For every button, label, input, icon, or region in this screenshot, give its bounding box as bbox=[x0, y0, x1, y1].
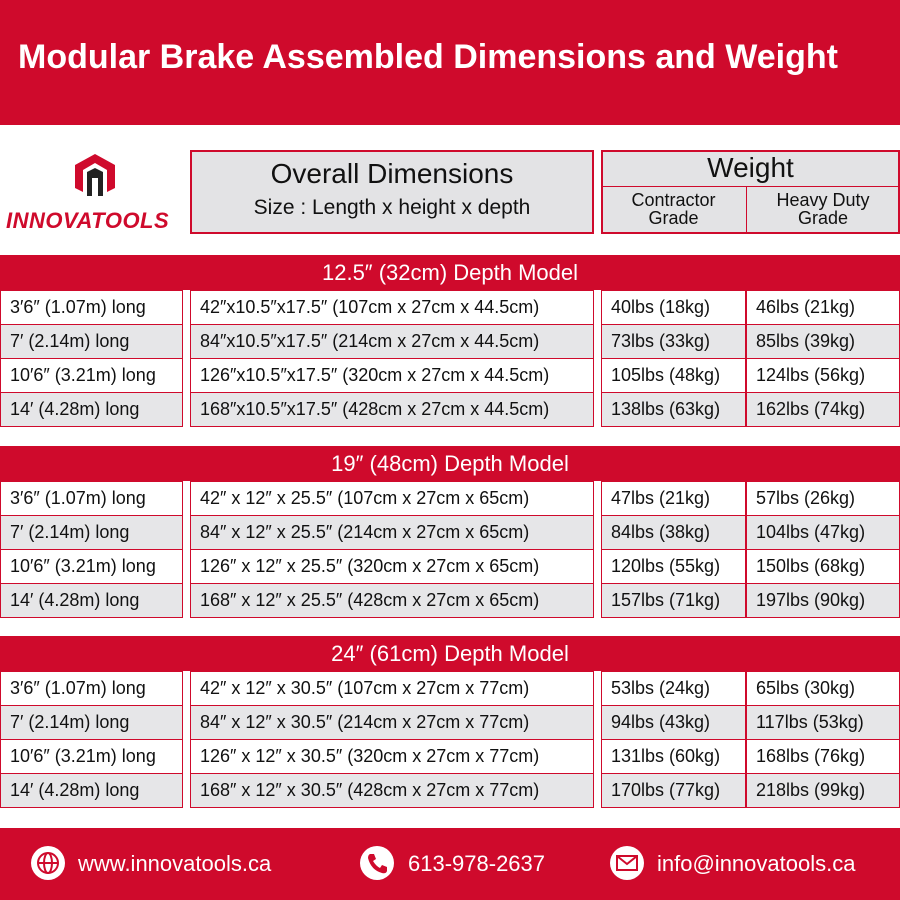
weight-column-heading: Contractor Grade bbox=[631, 190, 716, 228]
length-cell: 3′6″ (1.07m) long bbox=[0, 481, 183, 516]
dimension-cell: 126″x10.5″x17.5″ (320cm x 27cm x 44.5cm) bbox=[190, 358, 594, 393]
logo-text: INNOVATOOLS bbox=[6, 208, 170, 233]
dimension-cell: 42″ x 12″ x 25.5″ (107cm x 27cm x 65cm) bbox=[190, 481, 594, 516]
length-cell: 14′ (4.28m) long bbox=[0, 392, 183, 427]
contractor-weight-cell: 120lbs (55kg) bbox=[601, 549, 746, 584]
logo-icon bbox=[75, 154, 115, 196]
phone-icon bbox=[360, 846, 394, 880]
email-icon bbox=[610, 846, 644, 880]
header-banner bbox=[0, 0, 900, 125]
contractor-weight-cell: 131lbs (60kg) bbox=[601, 739, 746, 774]
contractor-weight-cell: 138lbs (63kg) bbox=[601, 392, 746, 427]
dimensions-heading: Overall Dimensions bbox=[270, 158, 514, 189]
contractor-weight-cell: 47lbs (21kg) bbox=[601, 481, 746, 516]
contractor-weight-cell: 53lbs (24kg) bbox=[601, 671, 746, 706]
divider bbox=[746, 186, 747, 234]
dimension-cell: 168″ x 12″ x 30.5″ (428cm x 27cm x 77cm) bbox=[190, 773, 594, 808]
length-cell: 7′ (2.14m) long bbox=[0, 515, 183, 550]
heavy-duty-weight-cell: 150lbs (68kg) bbox=[746, 549, 900, 584]
heavy-duty-weight-cell: 124lbs (56kg) bbox=[746, 358, 900, 393]
weight-header bbox=[601, 150, 900, 234]
heavy-duty-weight-cell: 117lbs (53kg) bbox=[746, 705, 900, 740]
divider bbox=[601, 186, 900, 187]
heavy-duty-weight-cell: 168lbs (76kg) bbox=[746, 739, 900, 774]
contractor-weight-cell: 73lbs (33kg) bbox=[601, 324, 746, 359]
length-cell: 7′ (2.14m) long bbox=[0, 324, 183, 359]
contractor-weight-cell: 170lbs (77kg) bbox=[601, 773, 746, 808]
dimension-cell: 168″x10.5″x17.5″ (428cm x 27cm x 44.5cm) bbox=[190, 392, 594, 427]
phone: 613-978-2637 bbox=[408, 851, 546, 876]
weight-heading: Weight bbox=[707, 152, 794, 183]
length-cell: 10′6″ (3.21m) long bbox=[0, 358, 183, 393]
section-title: 12.5″ (32cm) Depth Model bbox=[0, 255, 900, 290]
heavy-duty-weight-cell: 65lbs (30kg) bbox=[746, 671, 900, 706]
globe-icon bbox=[31, 846, 65, 880]
contractor-weight-cell: 40lbs (18kg) bbox=[601, 290, 746, 325]
website: www.innovatools.ca bbox=[78, 851, 272, 876]
heavy-duty-weight-cell: 46lbs (21kg) bbox=[746, 290, 900, 325]
length-cell: 3′6″ (1.07m) long bbox=[0, 290, 183, 325]
email: info@innovatools.ca bbox=[657, 851, 856, 876]
length-cell: 10′6″ (3.21m) long bbox=[0, 549, 183, 584]
title: Modular Brake Assembled Dimensions and W… bbox=[18, 38, 838, 76]
dimension-cell: 84″x10.5″x17.5″ (214cm x 27cm x 44.5cm) bbox=[190, 324, 594, 359]
heavy-duty-weight-cell: 104lbs (47kg) bbox=[746, 515, 900, 550]
dimension-cell: 42″x10.5″x17.5″ (107cm x 27cm x 44.5cm) bbox=[190, 290, 594, 325]
contractor-weight-cell: 105lbs (48kg) bbox=[601, 358, 746, 393]
length-cell: 3′6″ (1.07m) long bbox=[0, 671, 183, 706]
section-title: 19″ (48cm) Depth Model bbox=[0, 446, 900, 481]
section-title: 24″ (61cm) Depth Model bbox=[0, 636, 900, 671]
dimension-cell: 84″ x 12″ x 30.5″ (214cm x 27cm x 77cm) bbox=[190, 705, 594, 740]
footer-banner bbox=[0, 828, 900, 900]
dimension-cell: 168″ x 12″ x 25.5″ (428cm x 27cm x 65cm) bbox=[190, 583, 594, 618]
heavy-duty-weight-cell: 218lbs (99kg) bbox=[746, 773, 900, 808]
weight-column-heading: Heavy Duty Grade bbox=[776, 190, 870, 228]
length-cell: 10′6″ (3.21m) long bbox=[0, 739, 183, 774]
contractor-weight-cell: 84lbs (38kg) bbox=[601, 515, 746, 550]
dimension-cell: 126″ x 12″ x 30.5″ (320cm x 27cm x 77cm) bbox=[190, 739, 594, 774]
heavy-duty-weight-cell: 162lbs (74kg) bbox=[746, 392, 900, 427]
length-cell: 14′ (4.28m) long bbox=[0, 583, 183, 618]
dimension-cell: 126″ x 12″ x 25.5″ (320cm x 27cm x 65cm) bbox=[190, 549, 594, 584]
heavy-duty-weight-cell: 57lbs (26kg) bbox=[746, 481, 900, 516]
dimension-cell: 42″ x 12″ x 30.5″ (107cm x 27cm x 77cm) bbox=[190, 671, 594, 706]
heavy-duty-weight-cell: 197lbs (90kg) bbox=[746, 583, 900, 618]
length-cell: 7′ (2.14m) long bbox=[0, 705, 183, 740]
dimensions-subheading: Size : Length x height x depth bbox=[253, 196, 531, 219]
contractor-weight-cell: 94lbs (43kg) bbox=[601, 705, 746, 740]
contractor-weight-cell: 157lbs (71kg) bbox=[601, 583, 746, 618]
dimension-cell: 84″ x 12″ x 25.5″ (214cm x 27cm x 65cm) bbox=[190, 515, 594, 550]
length-cell: 14′ (4.28m) long bbox=[0, 773, 183, 808]
dimensions-header bbox=[190, 150, 594, 234]
heavy-duty-weight-cell: 85lbs (39kg) bbox=[746, 324, 900, 359]
